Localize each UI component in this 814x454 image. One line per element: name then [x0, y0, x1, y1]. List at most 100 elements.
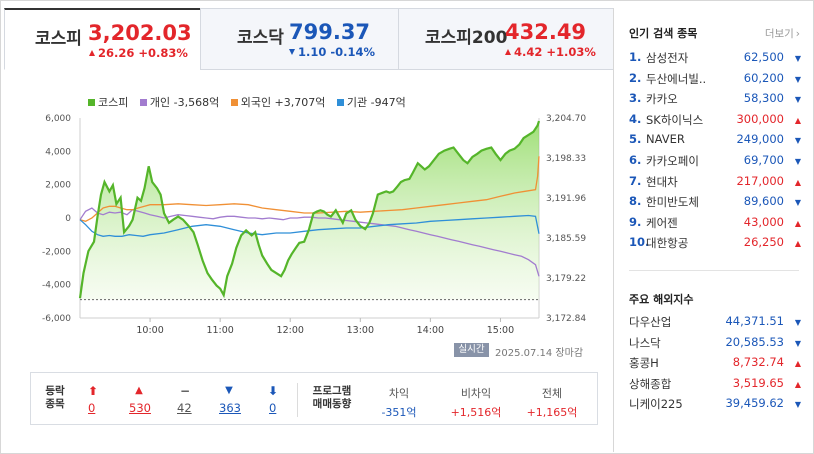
series-line-1 [79, 207, 540, 277]
popular-stock-row[interactable]: 6. 카카오페이 69,700 ▼ [629, 153, 807, 173]
legend-institution: 기관 -947억 [336, 96, 406, 109]
y-right-tick-label: 3,198.33 [546, 154, 586, 164]
stock-price: 249,000 [736, 132, 784, 147]
stock-name[interactable]: 대한항공 [646, 236, 689, 251]
intraday-chart: 6,000 4,000 2,000 0 -2,000 -4,000 -6,000 3,204.… [42, 114, 586, 336]
down-triangle-icon: ▼ [794, 198, 801, 208]
tab-kospi200-name: 코스피200 [425, 28, 508, 48]
tab-kosdaq-change: 1.10 -0.14% [289, 45, 375, 59]
breadth-rising-value[interactable]: 530 [129, 401, 151, 415]
breadth-falling-value[interactable]: 363 [219, 401, 241, 415]
x-tick-label: 14:00 [417, 325, 444, 336]
breadth-title-line1: 등락 [45, 385, 65, 397]
popular-search-title: 인기 검색 종목 [629, 27, 698, 40]
program-total: 전체 +1,165억 [519, 385, 585, 420]
legend-swatch [88, 99, 95, 106]
breadth-lower-limit-value[interactable]: 0 [269, 401, 277, 415]
tab-kosdaq-change-text: 1.10 -0.14% [298, 45, 376, 59]
stock-price: 26,250 [743, 235, 784, 250]
y-right-tick-label: 3,172.84 [546, 314, 586, 324]
global-index-row[interactable]: 상해종합 3,519.65 ▲ [629, 376, 807, 396]
rank-number: 7. [629, 173, 642, 188]
legend-label: 외국인 +3,707억 [240, 96, 326, 109]
down-triangle-icon: ▼ [794, 95, 801, 105]
y-left-tick-label: -6,000 [42, 314, 71, 324]
y-left-tick-label: 4,000 [45, 147, 71, 157]
global-index-row[interactable]: 다우산업 44,371.51 ▼ [629, 314, 807, 334]
down-triangle-icon: ▼ [794, 338, 801, 348]
legend-individual: 개인 -3,568억 [139, 96, 219, 109]
global-index-row[interactable]: 나스닥 20,585.53 ▼ [629, 335, 807, 355]
chevron-right-icon: › [795, 28, 800, 40]
stock-name[interactable]: 케어젠 [646, 215, 678, 230]
x-tick-label: 13:00 [347, 325, 374, 336]
up-triangle-icon: ▲ [794, 359, 801, 369]
program-arbitrage-value: -351억 [381, 406, 417, 419]
popular-stock-row[interactable]: 9. 케어젠 43,000 ▲ [629, 215, 807, 235]
program-arbitrage: 차익 -351억 [369, 385, 429, 420]
rank-number: 5. [629, 132, 642, 147]
program-non-arbitrage-label: 비차익 [460, 387, 492, 400]
breadth-lower-limit[interactable]: ⬇ [261, 384, 285, 398]
market-datestamp: 2025.07.14 장마감 [495, 348, 584, 359]
rank-number: 3. [629, 91, 642, 106]
realtime-badge[interactable]: 실시간 [454, 343, 489, 357]
tab-kospi-change-text: 26.26 +0.83% [98, 46, 188, 60]
breadth-rising[interactable]: ▲ [127, 385, 151, 396]
y-left-tick-label: 6,000 [45, 114, 71, 124]
popular-stock-row[interactable]: 2. 두산에너빌.. 60,200 ▼ [629, 71, 807, 91]
tab-kospi200-price: 432.49 [505, 20, 587, 44]
stock-price: 62,500 [743, 50, 784, 64]
program-non-arbitrage: 비차익 +1,516억 [443, 385, 509, 420]
program-title-line1: 프로그램 [312, 385, 352, 397]
index-name[interactable]: 상해종합 [629, 376, 672, 391]
popular-stock-row[interactable]: 1. 삼성전자 62,500 ▼ [629, 50, 807, 70]
tab-kosdaq-price: 799.37 [289, 20, 371, 44]
popular-stock-row[interactable]: 3. 카카오 58,300 ▼ [629, 91, 807, 111]
kospi-area [80, 121, 539, 300]
popular-stock-row[interactable]: 7. 현대차 217,000 ▲ [629, 174, 807, 194]
breadth-unchanged[interactable]: − [173, 384, 197, 398]
index-name[interactable]: 니케이225 [629, 397, 683, 412]
breadth-title-line2: 종목 [45, 398, 65, 410]
tab-kosdaq[interactable]: 코스닥 799.37 1.10 -0.14% [200, 8, 399, 70]
down-triangle-icon [289, 49, 295, 55]
tab-kospi-change: 26.26 +0.83% [89, 46, 188, 60]
stock-price: 217,000 [736, 173, 784, 188]
tab-kospi[interactable]: 코스피 3,202.03 26.26 +0.83% [4, 8, 201, 70]
program-total-value: +1,165억 [526, 406, 578, 419]
index-name[interactable]: 홍콩H [629, 356, 659, 371]
chart-legend: 코스피 개인 -3,568억 외국인 +3,707억 기관 -947억 [88, 94, 414, 110]
global-index-row[interactable]: 니케이225 39,459.62 ▼ [629, 396, 807, 416]
stock-name[interactable]: 삼성전자 [646, 51, 689, 65]
stock-name[interactable]: 한미반도체 [646, 195, 699, 210]
stock-name[interactable]: NAVER [646, 132, 685, 147]
index-name[interactable]: 나스닥 [629, 335, 661, 350]
stock-price: 60,200 [743, 70, 784, 85]
stock-name[interactable]: 두산에너빌.. [646, 71, 707, 86]
tab-kospi200[interactable]: 코스피200 432.49 4.42 +1.03% [398, 8, 614, 70]
legend-kospi: 코스피 [88, 96, 128, 109]
index-name[interactable]: 다우산업 [629, 315, 672, 329]
stock-name[interactable]: 카카오페이 [646, 154, 699, 168]
breadth-upper-limit[interactable]: ⬆ [81, 384, 105, 398]
breadth-unchanged-value[interactable]: 42 [177, 401, 192, 415]
popular-stock-row[interactable]: 4. SK하이닉스 300,000 ▲ [629, 112, 807, 132]
more-link[interactable]: 더보기 › [765, 26, 800, 41]
popular-stock-row[interactable]: 8. 한미반도체 89,600 ▼ [629, 194, 807, 214]
stock-name[interactable]: SK하이닉스 [646, 112, 704, 127]
popular-stock-row[interactable]: 5. NAVER 249,000 ▼ [629, 132, 807, 152]
popular-stock-row[interactable]: 10. 대한항공 26,250 ▲ [629, 235, 807, 255]
rank-number: 2. [629, 70, 642, 85]
breadth-upper-limit-value[interactable]: 0 [88, 401, 96, 415]
global-index-row[interactable]: 홍콩H 8,732.74 ▲ [629, 355, 807, 375]
y-left-tick-label: -2,000 [42, 247, 71, 257]
stock-name[interactable]: 현대차 [646, 174, 678, 189]
tab-kosdaq-name: 코스닥 [237, 28, 284, 48]
stock-name[interactable]: 카카오 [646, 92, 678, 107]
tab-kospi-name: 코스피 [35, 29, 82, 49]
breadth-falling[interactable]: ▼ [217, 385, 241, 396]
kospi-line [78, 120, 541, 299]
rank-number: 10. [629, 235, 650, 250]
up-triangle-icon: ▲ [794, 239, 801, 249]
